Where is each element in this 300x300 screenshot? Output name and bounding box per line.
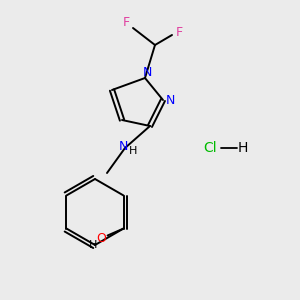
Text: H: H [129,146,137,156]
Text: N: N [165,94,175,106]
Text: N: N [118,140,128,154]
Text: F: F [122,16,130,29]
Text: F: F [176,26,183,38]
Text: H: H [238,141,248,155]
Text: O: O [97,232,106,245]
Text: Cl: Cl [203,141,217,155]
Text: N: N [142,67,152,80]
Text: H: H [88,241,97,250]
